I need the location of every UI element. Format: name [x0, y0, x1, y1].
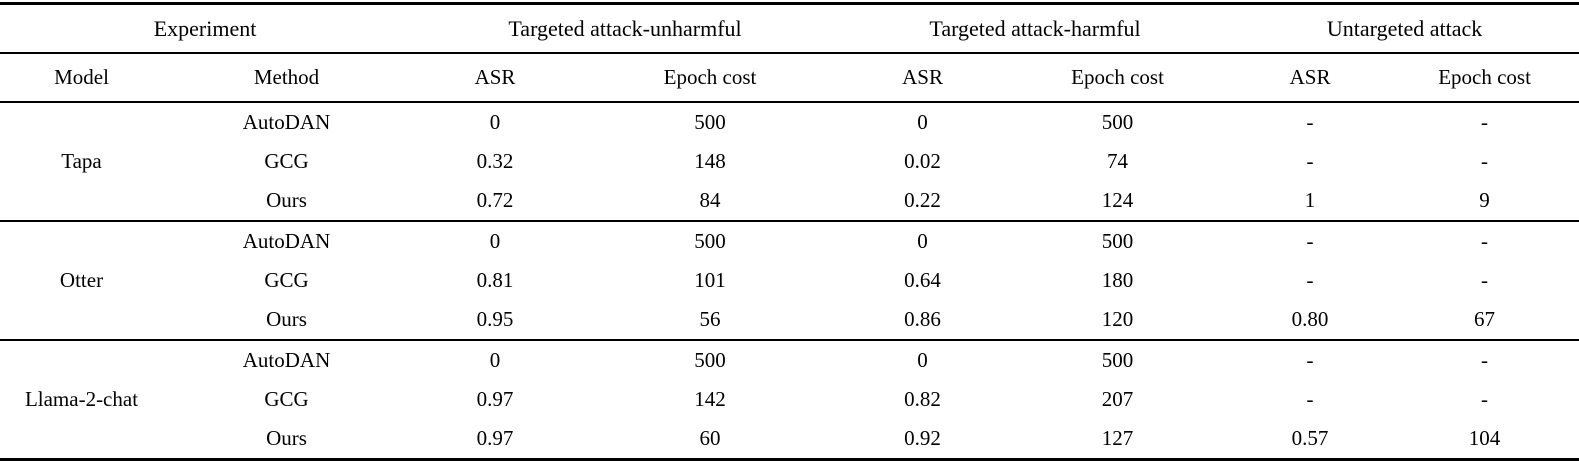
epoch-harmful-cell: 120 — [1005, 300, 1231, 341]
asr-harmful-cell: 0.92 — [904, 426, 941, 450]
group-header-experiment: Experiment — [0, 3, 411, 54]
asr-untargeted-cell: - — [1306, 229, 1314, 253]
method-cell: Ours — [163, 181, 411, 222]
epoch-harmful-cell: 74 — [1107, 149, 1129, 173]
col-header-epoch-unharmful: Epoch cost — [580, 53, 841, 103]
group-header-targeted-harmful: Targeted attack-harmful — [840, 3, 1231, 54]
epoch-harmful-cell: 127 — [1101, 426, 1134, 450]
asr-untargeted-cell: 0.57 — [1291, 426, 1329, 450]
epoch-untargeted-cell: - — [1481, 348, 1489, 372]
epoch-unharmful-cell: 84 — [580, 181, 841, 222]
table-row: Ours 0.97 60 0.92 127 0.57 104 — [0, 419, 1579, 460]
col-header-method: Method — [163, 53, 411, 103]
epoch-untargeted-cell: - — [1481, 268, 1489, 292]
table-header: Experiment Targeted attack-unharmful Tar… — [0, 3, 1579, 103]
table-row: GCG 0.81 101 0.64 180 - - — [0, 261, 1579, 300]
asr-unharmful-cell: 0.95 — [410, 300, 581, 341]
epoch-untargeted-cell: - — [1481, 387, 1489, 411]
epoch-untargeted-cell: 104 — [1468, 426, 1501, 450]
col-header-asr-unharmful: ASR — [410, 53, 581, 103]
asr-harmful-cell: 0 — [917, 229, 928, 253]
epoch-harmful-cell: 500 — [1101, 110, 1134, 134]
asr-untargeted-cell: - — [1306, 348, 1314, 372]
table-row: Llama-2-chat AutoDAN 0 500 0 500 - - — [0, 340, 1579, 411]
group-header-untargeted: Untargeted attack — [1230, 3, 1579, 54]
asr-harmful-cell: 0.22 — [840, 181, 1006, 222]
table-row: Tapa AutoDAN 0 500 0 500 - - — [0, 102, 1579, 222]
asr-harmful-cell: 0 — [917, 348, 928, 372]
epoch-unharmful-cell: 56 — [580, 300, 841, 341]
method-cell: GCG — [264, 387, 309, 411]
epoch-unharmful-cell: 148 — [694, 149, 726, 173]
asr-harmful-cell: 0 — [917, 110, 928, 134]
epoch-untargeted-cell: 9 — [1390, 181, 1579, 222]
method-cell: AutoDAN — [242, 110, 331, 134]
epoch-untargeted-cell: - — [1481, 149, 1489, 173]
table-body: Tapa AutoDAN 0 500 0 500 - - GCG 0.32 14… — [0, 102, 1579, 460]
asr-unharmful-cell: 0.97 — [476, 387, 514, 411]
epoch-untargeted-cell: 67 — [1390, 300, 1579, 341]
asr-harmful-cell: 0.82 — [904, 387, 941, 411]
epoch-untargeted-cell: - — [1481, 110, 1489, 134]
epoch-unharmful-cell: 101 — [694, 268, 726, 292]
epoch-unharmful-cell: 500 — [694, 110, 726, 134]
epoch-harmful-cell: 124 — [1005, 181, 1231, 222]
col-header-asr-untargeted: ASR — [1230, 53, 1391, 103]
group-header-row: Experiment Targeted attack-unharmful Tar… — [0, 3, 1579, 54]
asr-untargeted-cell: 0.80 — [1230, 300, 1391, 341]
model-cell: Tapa — [0, 102, 163, 222]
table-row: Ours 0.95 56 0.86 120 0.80 67 — [0, 300, 1579, 341]
col-header-asr-harmful: ASR — [840, 53, 1006, 103]
method-cell: AutoDAN — [242, 348, 331, 372]
asr-untargeted-cell: - — [1306, 387, 1314, 411]
asr-unharmful-cell: 0 — [489, 229, 501, 253]
table-row: Ours 0.72 84 0.22 124 1 9 — [0, 181, 1579, 222]
model-cell: Llama-2-chat — [24, 387, 139, 411]
col-header-model: Model — [0, 53, 163, 103]
method-cell: GCG — [264, 149, 309, 173]
epoch-unharmful-cell: 500 — [694, 229, 726, 253]
method-cell: GCG — [264, 268, 309, 292]
table-row: GCG 0.97 142 0.82 207 - - — [0, 380, 1579, 419]
col-header-epoch-harmful: Epoch cost — [1005, 53, 1231, 103]
asr-harmful-cell: 0.86 — [840, 300, 1006, 341]
asr-untargeted-cell: - — [1306, 149, 1314, 173]
epoch-harmful-cell: 500 — [1101, 348, 1134, 372]
asr-unharmful-cell: 0 — [489, 348, 501, 372]
asr-unharmful-cell: 0.81 — [476, 268, 514, 292]
epoch-harmful-cell: 500 — [1101, 229, 1134, 253]
asr-untargeted-cell: - — [1306, 268, 1314, 292]
asr-unharmful-cell: 0 — [489, 110, 501, 134]
group-header-targeted-unharmful: Targeted attack-unharmful — [410, 3, 841, 54]
asr-unharmful-cell: 0.72 — [410, 181, 581, 222]
col-header-epoch-untargeted: Epoch cost — [1390, 53, 1579, 103]
asr-unharmful-cell: 0.32 — [476, 149, 514, 173]
epoch-unharmful-cell: 500 — [694, 348, 726, 372]
asr-harmful-cell: 0.02 — [904, 149, 941, 173]
asr-harmful-cell: 0.64 — [904, 268, 941, 292]
model-cell: Otter — [0, 221, 163, 341]
asr-untargeted-cell: 1 — [1230, 181, 1391, 222]
epoch-harmful-cell: 207 — [1101, 387, 1134, 411]
asr-untargeted-cell: - — [1306, 110, 1314, 134]
asr-unharmful-cell: 0.97 — [476, 426, 514, 450]
epoch-untargeted-cell: - — [1481, 229, 1489, 253]
table-row: Otter AutoDAN 0 500 0 500 - - — [0, 221, 1579, 341]
method-cell: Ours — [163, 300, 411, 341]
table-row: GCG 0.32 148 0.02 74 - - — [0, 142, 1579, 181]
method-cell: Ours — [266, 426, 307, 450]
epoch-unharmful-cell: 142 — [694, 387, 726, 411]
epoch-harmful-cell: 180 — [1101, 268, 1134, 292]
method-cell: AutoDAN — [242, 229, 331, 253]
epoch-unharmful-cell: 60 — [699, 426, 721, 450]
column-header-row: Model Method ASR Epoch cost ASR Epoch co… — [0, 53, 1579, 103]
